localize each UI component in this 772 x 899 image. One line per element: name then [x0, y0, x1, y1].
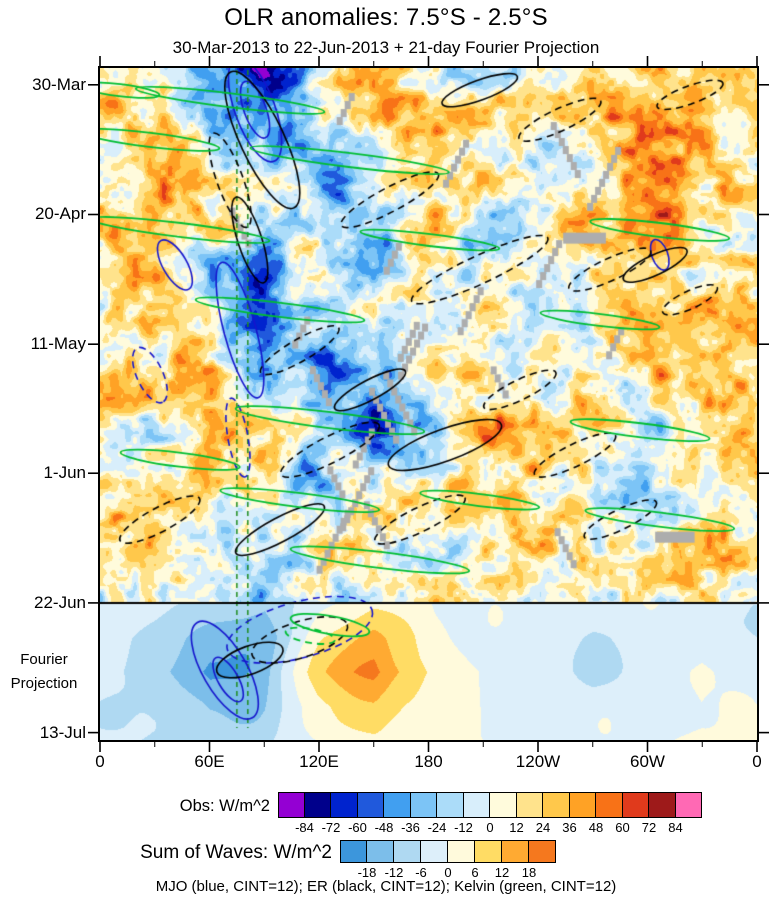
colorbar-tick-label: -12: [384, 865, 404, 880]
colorbar-tick-label: -24: [427, 820, 447, 835]
fourier-projection-text: Projection: [10, 675, 78, 692]
colorbar-segment: [569, 792, 596, 818]
colorbar-tick-label: 72: [641, 820, 657, 835]
colorbar-segment: [331, 792, 358, 818]
colorbar-segment: [448, 840, 475, 863]
waves-colorbar: [340, 840, 556, 863]
time-tick-label: 20-Apr: [34, 204, 86, 224]
longitude-tick-label: 60W: [630, 752, 665, 771]
obs-colorbar: [278, 792, 702, 818]
longitude-tick-label: 120W: [515, 752, 561, 771]
colorbar-segment: [421, 840, 448, 863]
colorbar-tick-label: 48: [588, 820, 604, 835]
hovmoller-plot-canvas: [100, 68, 757, 740]
colorbar-segment: [410, 792, 437, 818]
time-tick-label: 30-Mar: [32, 74, 86, 94]
page-title: OLR anomalies: 7.5°S - 2.5°S: [224, 4, 548, 31]
longitude-tick-label: 180: [414, 752, 443, 771]
colorbar-tick-label: -60: [348, 820, 367, 835]
colorbar-tick-label: -18: [357, 865, 377, 880]
fourier-projection-text: Fourier: [20, 651, 68, 668]
colorbar-tick-label: 12: [494, 865, 510, 880]
colorbar-segment: [278, 792, 305, 818]
colorbar-segment: [596, 792, 623, 818]
colorbar-segment: [340, 840, 367, 863]
colorbar-tick-label: -6: [415, 865, 427, 880]
colorbar-segment: [367, 840, 394, 863]
colorbar-tick-label: 6: [471, 865, 479, 880]
obs-colorbar-label: Obs: W/m^2: [179, 797, 270, 815]
colorbar-segment: [490, 792, 517, 818]
longitude-tick-label: 0: [95, 752, 105, 771]
hovmoller-plot: [98, 66, 759, 742]
colorbar-tick-label: 60: [615, 820, 630, 835]
plot-subtitle: 30-Mar-2013 to 22-Jun-2013 + 21-day Four…: [172, 38, 600, 57]
colorbar-tick-label: -48: [374, 820, 394, 835]
waves-colorbar-label: Sum of Waves: W/m^2: [140, 842, 332, 863]
colorbar-tick-label: -84: [295, 820, 314, 835]
colorbar-segment: [437, 792, 464, 818]
colorbar-tick-label: 18: [521, 865, 537, 880]
colorbar-segment: [463, 792, 490, 818]
colorbar-tick-label: -36: [401, 820, 420, 835]
colorbar-segment: [357, 792, 384, 818]
colorbar-segment: [543, 792, 570, 818]
colorbar-tick-label: 24: [535, 820, 551, 835]
colorbar-segment: [475, 840, 502, 863]
longitude-tick-label: 60E: [194, 752, 225, 771]
colorbar-tick-label: -72: [321, 820, 341, 835]
wave-legend-caption: MJO (blue, CINT=12); ER (black, CINT=12)…: [155, 878, 617, 895]
colorbar-segment: [649, 792, 676, 818]
colorbar-tick-label: 36: [562, 820, 577, 835]
colorbar-tick-label: 84: [668, 820, 683, 835]
colorbar-tick-label: 12: [509, 820, 524, 835]
colorbar-segment: [502, 840, 529, 863]
colorbar-segment: [516, 792, 543, 818]
colorbar-segment: [394, 840, 421, 863]
time-tick-label: 22-Jun: [34, 592, 86, 612]
colorbar-segment: [622, 792, 649, 818]
longitude-tick-label: 0: [752, 752, 762, 771]
time-tick-label: 13-Jul: [39, 722, 86, 742]
colorbar-segment: [304, 792, 331, 818]
time-tick-label: 11-May: [30, 334, 86, 354]
colorbar-tick-label: -12: [454, 820, 473, 835]
longitude-tick-label: 120E: [299, 752, 339, 771]
colorbar-segment: [675, 792, 702, 818]
colorbar-tick-label: 0: [486, 820, 494, 835]
colorbar-tick-label: 0: [444, 865, 452, 880]
colorbar-segment: [529, 840, 556, 863]
time-tick-label: 1-Jun: [43, 463, 86, 483]
colorbar-segment: [384, 792, 411, 818]
